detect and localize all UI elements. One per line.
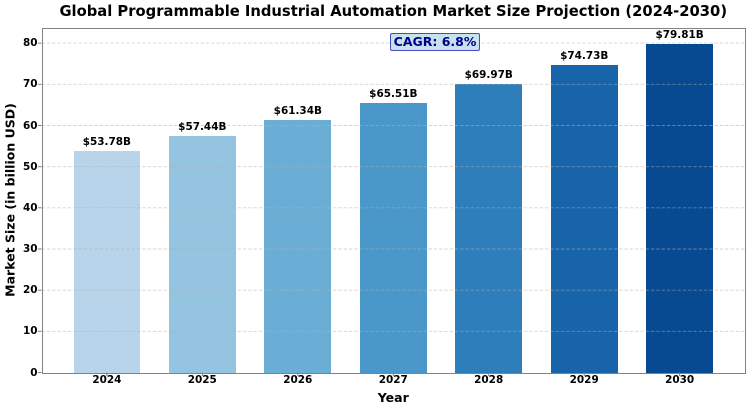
bar-value-label-2029: $74.73B	[560, 49, 609, 62]
bar-value-label-2027: $65.51B	[369, 87, 418, 100]
y-tick-label-30: 30	[22, 243, 38, 255]
y-tick-label-60: 60	[22, 119, 38, 132]
x-tick-label-2027: 2027	[378, 374, 408, 387]
y-tick-label-10: 10	[22, 325, 38, 338]
bar-2028	[455, 84, 523, 374]
bar-2025	[168, 136, 236, 374]
chart-title: Global Programmable Industrial Automatio…	[59, 3, 728, 21]
x-tick-label-2028: 2028	[474, 374, 504, 387]
bar-value-label-2025: $57.44B	[178, 120, 227, 133]
x-tick-label-2029: 2029	[569, 374, 599, 387]
y-tick-label-0: 0	[30, 366, 38, 379]
x-tick-label-2024: 2024	[92, 374, 122, 387]
y-tick-label-40: 40	[22, 201, 38, 214]
plot-area-border	[41, 27, 746, 374]
x-tick-label-2025: 2025	[187, 374, 217, 387]
bar-value-label-2028: $69.97B	[464, 69, 513, 82]
x-tick-label-2026: 2026	[283, 374, 313, 387]
y-tick-label-20: 20	[22, 284, 38, 297]
x-axis-label: Year	[377, 390, 409, 405]
bar-value-label-2024: $53.78B	[82, 135, 132, 148]
y-tick-label-70: 70	[22, 78, 38, 91]
bar-2024	[73, 151, 141, 374]
y-tick-label-80: 80	[22, 37, 38, 50]
bar-value-label-2030: $79.81B	[655, 28, 704, 41]
bar-2027	[359, 102, 427, 374]
bar-2029	[550, 64, 618, 374]
cagr-annotation-text: CAGR: 6.8%	[393, 33, 477, 49]
cagr-annotation: CAGR: 6.8%	[389, 32, 481, 51]
bar-2030	[646, 43, 713, 374]
y-tick-label-50: 50	[22, 160, 38, 173]
bar-value-label-2026: $61.34B	[273, 104, 322, 117]
x-tick-label-2030: 2030	[665, 374, 695, 387]
